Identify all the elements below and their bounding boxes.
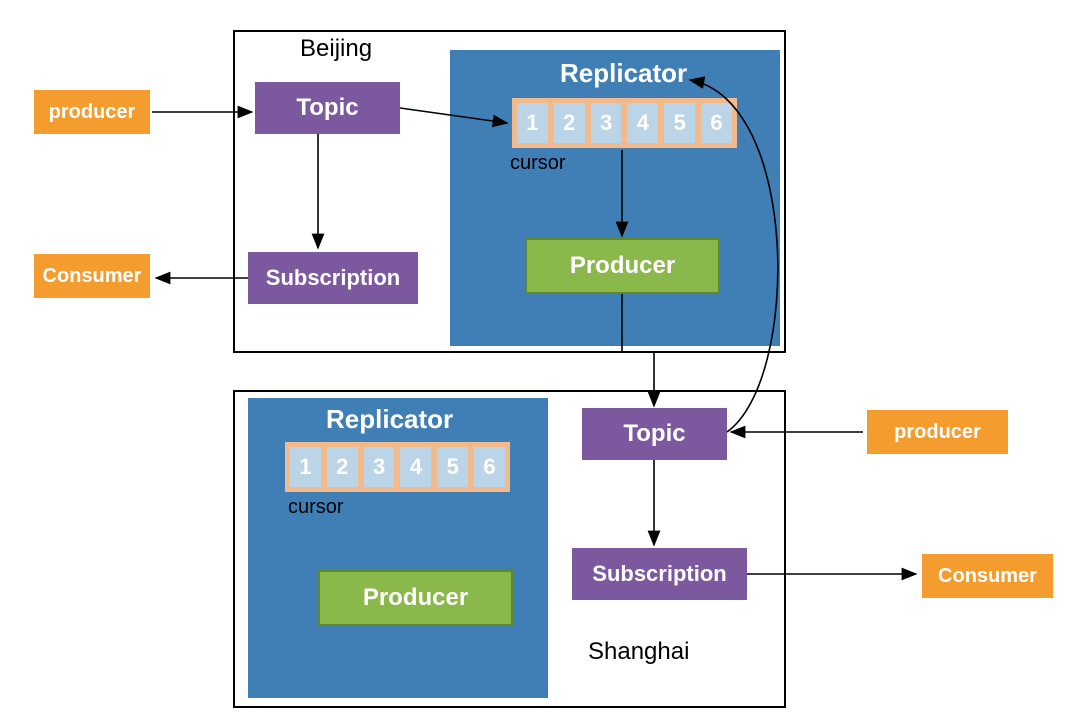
msg-cell: 5: [662, 101, 697, 145]
msg-cell: 4: [398, 445, 433, 489]
cursor-label-top: cursor: [510, 152, 566, 175]
external-consumer-top: Consumer: [32, 252, 152, 300]
msg-cell: 1: [288, 445, 323, 489]
region-shanghai-label: Shanghai: [588, 638, 689, 666]
msg-cell: 4: [625, 101, 660, 145]
msg-cell: 6: [699, 101, 734, 145]
msg-strip-top: 1 2 3 4 5 6: [512, 98, 737, 148]
region-beijing-label: Beijing: [300, 35, 372, 63]
topic-bottom: Topic: [582, 408, 727, 460]
producer-box-top: Producer: [525, 238, 720, 294]
msg-cell: 3: [589, 101, 624, 145]
external-consumer-bottom: Consumer: [920, 552, 1055, 600]
replicator-panel-top: [450, 50, 780, 346]
subscription-top: Subscription: [248, 252, 418, 304]
replicator-title-top: Replicator: [560, 58, 687, 89]
msg-cell: 5: [435, 445, 470, 489]
external-producer-bottom: producer: [865, 408, 1010, 456]
subscription-bottom: Subscription: [572, 548, 747, 600]
msg-cell: 2: [325, 445, 360, 489]
msg-strip-bottom: 1 2 3 4 5 6: [285, 442, 510, 492]
msg-cell: 2: [552, 101, 587, 145]
external-producer-top: producer: [32, 88, 152, 136]
producer-box-bottom: Producer: [318, 570, 513, 626]
replicator-title-bottom: Replicator: [326, 404, 453, 435]
diagram-stage: Beijing Shanghai producer Consumer produ…: [0, 0, 1080, 728]
topic-top: Topic: [255, 82, 400, 134]
msg-cell: 3: [362, 445, 397, 489]
cursor-label-bottom: cursor: [288, 496, 344, 519]
msg-cell: 1: [515, 101, 550, 145]
msg-cell: 6: [472, 445, 507, 489]
